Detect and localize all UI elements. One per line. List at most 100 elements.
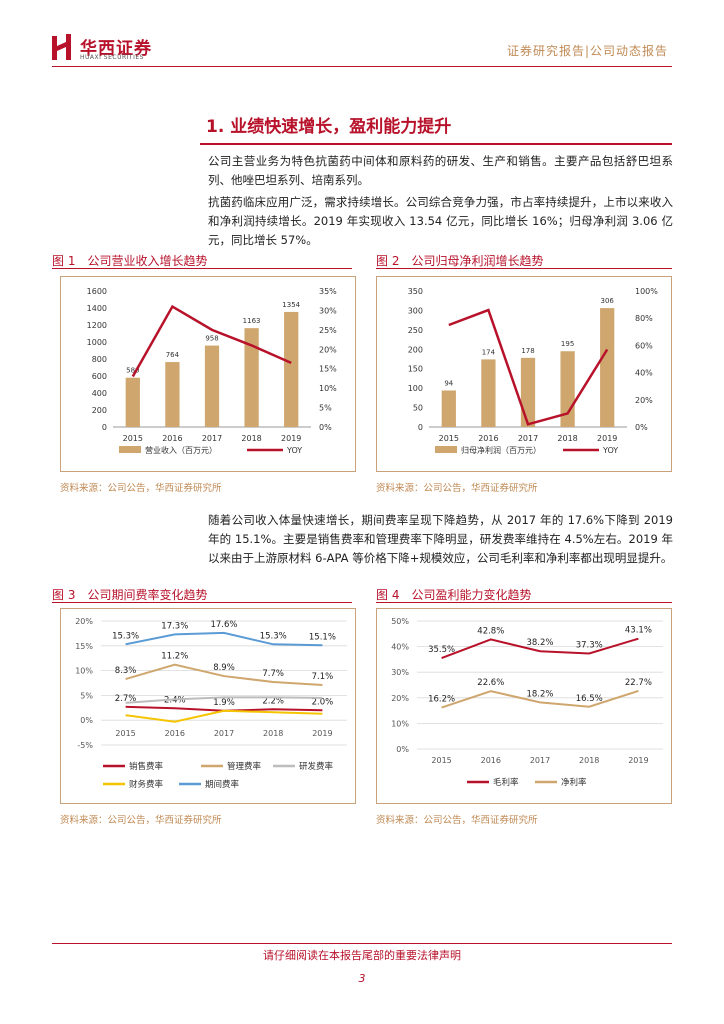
bar-data-label: 178 <box>521 347 534 355</box>
fig2-title: 图 2 公司归母净利润增长趋势 <box>376 254 544 268</box>
paragraph-expense: 随着公司收入体量快速增长，期间费率呈现下降趋势，从 2017 年的 17.6%下… <box>208 513 673 565</box>
left-axis-tick-label: 300 <box>408 306 423 315</box>
left-axis-tick-label: 350 <box>408 287 423 296</box>
report-type: 证券研究报告|公司动态报告 <box>506 44 668 58</box>
series-line <box>125 663 323 686</box>
data-label: 17.3% <box>161 621 188 631</box>
bar <box>481 359 496 427</box>
left-axis-tick-label: 1400 <box>87 304 107 313</box>
legend-label: 财务费率 <box>129 779 164 790</box>
y-axis-tick-label: 15% <box>75 642 93 651</box>
left-axis-tick-label: 800 <box>92 355 107 364</box>
legend-label: 毛利率 <box>493 777 519 788</box>
series-line <box>125 631 323 647</box>
data-label: 35.5% <box>428 645 455 655</box>
data-label: 11.2% <box>161 652 188 662</box>
data-label: 7.7% <box>262 669 284 679</box>
paragraph-growth: 抗菌药临床应用广泛，需求持续增长。公司综合竞争力强，市占率持续提升，上市以来收入… <box>208 195 673 247</box>
x-axis-tick-label: 2018 <box>579 756 599 765</box>
right-axis-tick-label: 80% <box>635 314 653 323</box>
legend-label: 期间费率 <box>205 779 240 790</box>
y-axis-tick-label: 30% <box>391 668 409 677</box>
y-axis-tick-label: -5% <box>77 741 93 750</box>
x-axis-tick-label: 2015 <box>439 434 459 443</box>
paragraph-business: 公司主营业务为特色抗菌药中间体和原料药的研发、生产和销售。主要产品包括舒巴坦系列… <box>208 154 673 187</box>
data-label: 16.5% <box>576 694 603 704</box>
x-axis-tick-label: 2016 <box>162 434 182 443</box>
y-axis-tick-label: 0% <box>396 745 409 754</box>
x-axis-tick-label: 2019 <box>597 434 617 443</box>
fig3-title-rule <box>52 602 352 603</box>
right-axis-tick-label: 15% <box>319 365 337 374</box>
fig3-chart: -5% 0% 5% 10% 15% 20% 2015 2016 2017 2018 2019 2.7%… <box>75 617 347 790</box>
footer-disclaimer: 请仔细阅读在本报告尾部的重要法律声明 <box>263 949 461 962</box>
series-line <box>441 689 639 709</box>
legend-line-label: YOY <box>286 446 302 455</box>
data-label: 42.8% <box>477 626 504 636</box>
left-axis-tick-label: 1200 <box>87 321 107 330</box>
right-axis-tick-label: 100% <box>635 287 658 296</box>
x-axis-tick-label: 2019 <box>312 729 332 738</box>
data-label: 43.1% <box>625 626 652 636</box>
bar-data-label: 94 <box>444 379 453 387</box>
left-axis-tick-label: 600 <box>92 372 107 381</box>
bar-data-label: 1354 <box>282 301 300 309</box>
data-label: 17.6% <box>210 620 237 630</box>
left-axis-tick-label: 150 <box>408 365 423 374</box>
fig1-chart-frame: 0 200 400 600 800 1000 1200 1400 1600 0% 5% 10% 15% 2… <box>60 276 356 472</box>
right-axis-tick-label: 10% <box>319 384 337 393</box>
legend-label: 销售费率 <box>129 761 164 772</box>
data-label: 18.2% <box>526 689 553 699</box>
left-axis-tick-label: 0 <box>418 423 423 432</box>
fig1-title: 图 1 公司营业收入增长趋势 <box>52 254 208 268</box>
series-line <box>125 696 323 704</box>
left-axis-tick-label: 200 <box>408 345 423 354</box>
x-axis-tick-label: 2019 <box>628 756 648 765</box>
fig3-title: 图 3 公司期间费率变化趋势 <box>52 588 208 602</box>
section-divider <box>200 143 672 145</box>
legend-label: 净利率 <box>561 777 587 788</box>
bar <box>284 311 299 427</box>
footer-divider <box>52 943 672 944</box>
data-label: 7.1% <box>312 672 334 682</box>
fig4-title-rule <box>376 602 672 603</box>
legend-bar-swatch <box>119 446 141 453</box>
bar <box>520 357 536 427</box>
right-axis-tick-label: 5% <box>319 404 332 413</box>
series-line <box>441 637 639 660</box>
bar-data-label: 195 <box>561 340 574 348</box>
x-axis-tick-label: 2016 <box>165 729 185 738</box>
y-axis-tick-label: 20% <box>75 617 93 626</box>
right-axis-tick-label: 25% <box>319 326 337 335</box>
data-label: 8.9% <box>213 663 235 673</box>
huaxi-logo-icon <box>52 34 71 60</box>
data-label: 38.2% <box>526 638 553 648</box>
bar-data-label: 1163 <box>243 317 261 325</box>
fig2-chart-frame: 0 50 100 150 200 250 300 350 0% 20% 40% 60% 80% 100% 2… <box>376 276 672 472</box>
bar <box>441 390 456 427</box>
right-axis-tick-label: 20% <box>319 345 337 354</box>
fig1-source: 资料来源：公司公告，华西证券研究所 <box>60 483 222 494</box>
data-label: 22.6% <box>477 678 504 688</box>
fig4-chart-frame: 0% 10% 20% 30% 40% 50% 2015 2016 2017 2018 2019 35.… <box>376 608 672 804</box>
fig3-chart-frame: -5% 0% 5% 10% 15% 20% 2015 2016 2017 2018 2019 2.7%… <box>60 608 356 804</box>
data-label: 1.9% <box>213 698 235 708</box>
fig4-source: 资料来源：公司公告，华西证券研究所 <box>376 815 538 826</box>
x-axis-tick-label: 2018 <box>557 434 577 443</box>
data-label: 2.2% <box>262 696 284 706</box>
fig1-title-rule <box>52 268 352 269</box>
x-axis-tick-label: 2015 <box>123 434 143 443</box>
x-axis-tick-label: 2019 <box>281 434 301 443</box>
y-axis-tick-label: 40% <box>391 643 409 652</box>
x-axis-tick-label: 2018 <box>263 729 283 738</box>
left-axis-tick-label: 100 <box>408 384 423 393</box>
bar-data-label: 958 <box>205 335 218 343</box>
fig1-chart: 0 200 400 600 800 1000 1200 1400 1600 0% 5% 10% 15% 2… <box>87 287 338 455</box>
x-axis-tick-label: 2015 <box>115 729 135 738</box>
legend-label: 研发费率 <box>299 761 334 772</box>
y-axis-tick-label: 10% <box>391 719 409 728</box>
right-axis-tick-label: 0% <box>635 423 648 432</box>
fig3-source: 资料来源：公司公告，华西证券研究所 <box>60 815 222 826</box>
left-axis-tick-label: 400 <box>92 389 107 398</box>
fig2-title-rule <box>376 268 672 269</box>
